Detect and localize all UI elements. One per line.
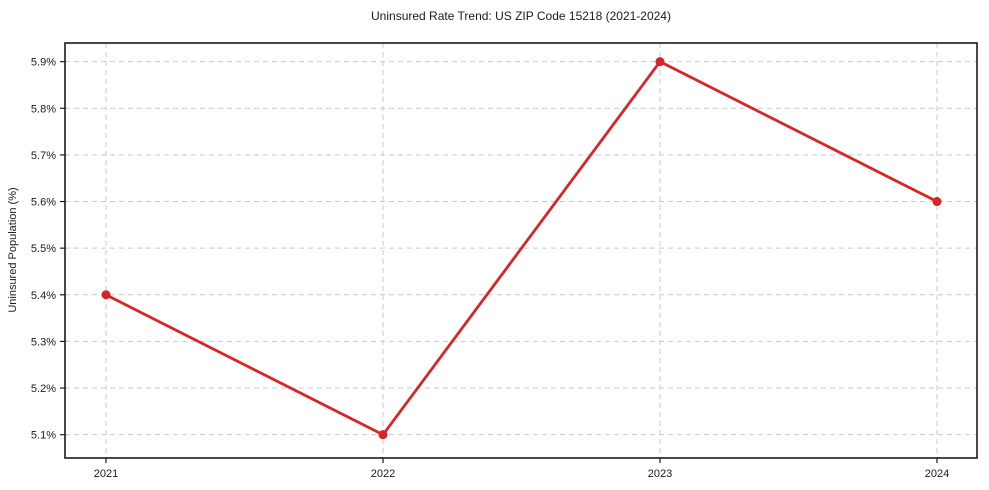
y-tick-label: 5.5% xyxy=(31,243,56,255)
x-tick-label: 2022 xyxy=(371,468,395,480)
plot-border xyxy=(64,42,978,459)
y-tick-label: 5.6% xyxy=(31,197,56,209)
data-point-2022 xyxy=(378,430,388,440)
x-tick-label: 2021 xyxy=(94,468,118,480)
y-tick-label: 5.8% xyxy=(31,103,56,115)
y-tick-label: 5.7% xyxy=(31,150,56,162)
x-tick-label: 2024 xyxy=(925,468,949,480)
data-point-2023 xyxy=(655,57,665,67)
y-tick-label: 5.2% xyxy=(31,383,56,395)
trend-line xyxy=(104,60,939,437)
chart-title: Uninsured Rate Trend: US ZIP Code 15218 … xyxy=(371,9,671,23)
data-point-2021 xyxy=(101,290,111,300)
y-tick-label: 5.1% xyxy=(31,430,56,442)
data-point-2024 xyxy=(932,197,942,207)
y-tick-label: 5.9% xyxy=(31,57,56,69)
x-tick-label: 2023 xyxy=(648,468,672,480)
y-tick-label: 5.3% xyxy=(31,336,56,348)
y-tick-label: 5.4% xyxy=(31,290,56,302)
